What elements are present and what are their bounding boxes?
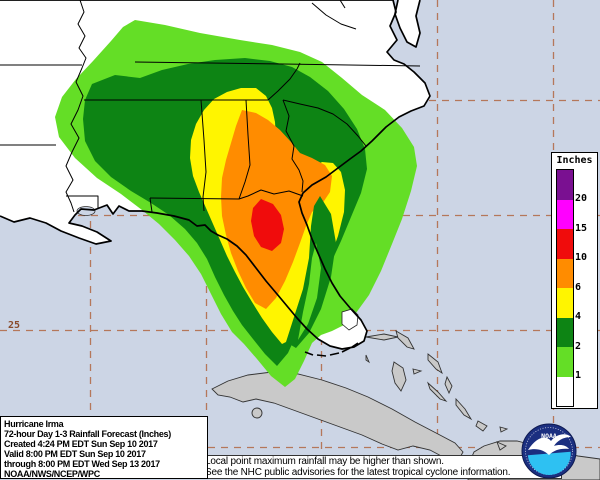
through-time: through 8:00 PM EDT Wed Sep 13 2017 [4, 459, 160, 470]
mississippi-river [65, 0, 87, 213]
legend-title: Inches [556, 155, 593, 166]
florida-keys [304, 342, 359, 357]
legend-seg-2-4 [557, 317, 573, 347]
legend-label-10: 10 [575, 252, 588, 263]
footnote-line-1: Local point maximum rainfall may be high… [205, 456, 444, 467]
legend-seg-1-2 [557, 347, 573, 377]
valid-time: Valid 8:00 PM EDT Sun Sep 10 2017 [4, 449, 146, 460]
exuma-chain [427, 381, 448, 402]
legend-seg-15-20 [557, 199, 573, 229]
legend-label-6: 6 [575, 282, 582, 293]
contour-10-15in [251, 199, 284, 251]
abaco [395, 330, 415, 350]
legend-colorbar [556, 169, 574, 407]
rainfall-legend: Inches 20 15 10 6 4 2 1 [551, 152, 598, 409]
legend-label-20: 20 [575, 193, 588, 204]
coastline [0, 0, 431, 350]
legend-label-15: 15 [575, 223, 588, 234]
mayaguana [499, 426, 509, 433]
delmarva-peninsula [395, 0, 420, 47]
lat-25-label: 25 [8, 320, 21, 331]
bimini [365, 354, 371, 364]
legend-label-4: 4 [575, 311, 582, 322]
isle-of-youth [251, 407, 263, 419]
crooked-island [475, 420, 488, 432]
noaa-logo: NOAA [521, 423, 577, 479]
state-boundaries [0, 0, 421, 213]
legend-label-1: 1 [575, 370, 582, 381]
noaa-logo-text: NOAA [541, 432, 557, 440]
legend-seg-20plus [557, 170, 573, 200]
legend-seg-6-10 [557, 258, 573, 288]
contour-core-1-2in [298, 243, 321, 340]
eleuthera [427, 353, 443, 375]
new-providence [412, 368, 423, 375]
product-title: 72-hour Day 1-3 Rainfall Forecast (Inche… [4, 429, 171, 440]
noaa-logo-gull-icon [528, 434, 571, 455]
legend-seg-0-1 [557, 376, 573, 406]
footnote-line-2: See the NHC public advisories for the la… [205, 466, 511, 478]
andros [391, 361, 407, 392]
cat-island [444, 375, 453, 395]
forecast-info-box: Hurricane Irma 72-hour Day 1-3 Rainfall … [0, 416, 208, 479]
footnote-strip: Local point maximum rainfall may be high… [200, 455, 562, 479]
noaa-logo-sea [527, 451, 571, 475]
legend-seg-4-6 [557, 288, 573, 318]
legend-label-2: 2 [575, 341, 582, 352]
agency-credit: NOAA/NWS/NCEP/WPC [4, 469, 100, 480]
storm-name: Hurricane Irma [4, 419, 64, 429]
long-island [455, 397, 473, 421]
created-time: Created 4:24 PM EDT Sun Sep 10 2017 [4, 439, 158, 450]
inagua [496, 441, 507, 451]
legend-seg-10-15 [557, 229, 573, 259]
